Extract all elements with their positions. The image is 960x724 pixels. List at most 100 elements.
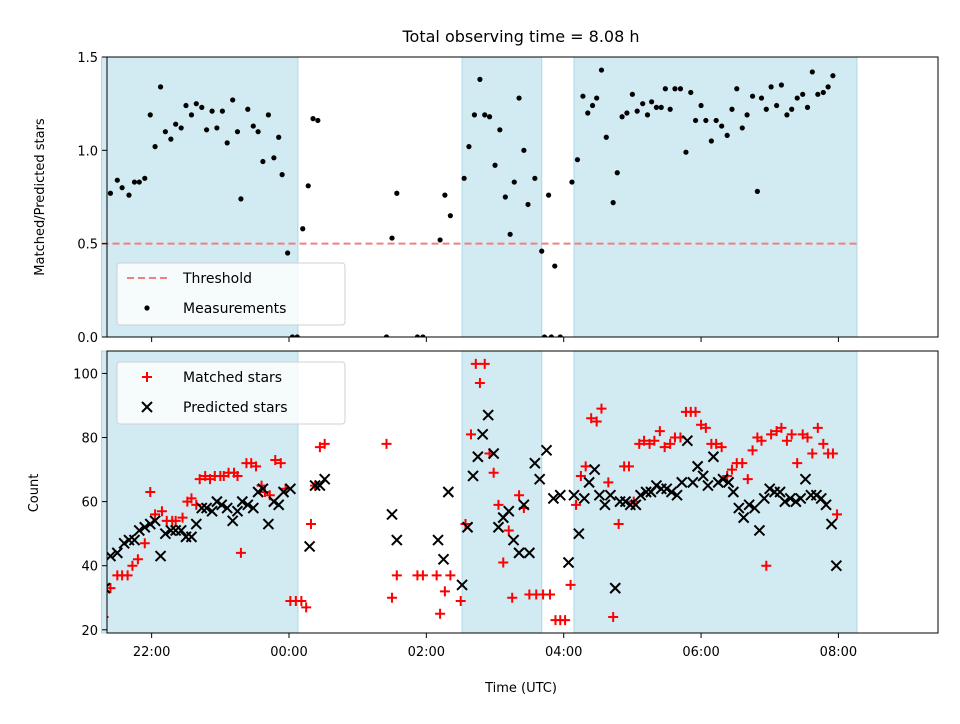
point-matched-stars-110 [742,474,753,485]
point-measurements-27 [238,196,244,202]
axes-frame-1 [106,350,939,634]
point-measurements-66 [539,248,545,254]
point-measurements-6 [131,179,138,185]
point-predicted-stars-106 [779,495,791,508]
point-predicted-stars-9 [149,515,161,527]
point-predicted-stars-35 [284,483,297,495]
point-matched-stars-127 [827,448,838,459]
point-measurements-95 [683,149,689,155]
point-measurements-8 [142,175,148,181]
point-matched-stars-6 [127,560,138,571]
point-measurements-122 [820,89,826,96]
point-matched-stars-48 [391,570,402,581]
point-predicted-stars-105 [774,486,786,498]
top-y-axis-label: Matched/Predicted stars [33,118,48,276]
point-measurements-116 [789,106,795,112]
point-predicted-stars-72 [604,489,617,501]
point-matched-stars-8 [139,538,150,549]
point-matched-stars-119 [786,429,797,440]
point-measurements-88 [649,99,655,105]
point-predicted-stars-38 [314,479,326,492]
point-predicted-stars-40 [386,508,398,521]
point-measurements-16 [183,102,189,109]
point-measurements-91 [662,86,668,92]
point-measurements-57 [492,162,498,168]
point-matched-stars-104 [711,438,722,449]
point-measurements-119 [804,104,811,110]
point-predicted-stars-33 [272,499,285,511]
point-matched-stars-63 [493,499,504,510]
point-measurements-121 [815,91,821,97]
point-measurements-90 [658,104,664,110]
point-matched-stars-5 [122,570,133,581]
point-measurements-45 [394,190,400,196]
point-measurements-52 [466,144,472,150]
point-measurements-115 [784,112,790,118]
legend-label-matched-stars: Matched stars [183,370,282,386]
point-matched-stars-124 [812,422,823,433]
point-matched-stars-36 [275,458,286,469]
point-measurements-65 [532,175,538,181]
point-measurements-18 [193,101,199,107]
point-matched-stars-31 [251,461,262,472]
point-matched-stars-94 [659,442,670,453]
point-predicted-stars-63 [554,489,566,501]
point-measurements-78 [598,67,605,73]
x-tick-label-2: 02:00 [408,645,445,660]
point-measurements-31 [260,158,266,165]
point-measurements-35 [279,172,285,178]
point-measurements-99 [703,117,709,124]
point-matched-stars-9 [145,487,156,497]
point-measurements-22 [214,125,220,131]
point-measurements-7 [136,179,142,185]
point-measurements-75 [585,110,591,116]
point-measurements-61 [511,179,517,185]
point-measurements-111 [763,106,769,112]
y-tick-label-1-0: 20 [81,624,98,639]
point-measurements-40 [305,183,311,189]
point-measurements-86 [640,101,646,107]
point-measurements-37 [289,334,296,337]
point-predicted-stars-14 [175,524,187,537]
top-panel: 0.0 0.5 1.0 1.5 Total observing time = 8.08… [33,27,939,346]
point-measurements-41 [310,116,316,122]
point-matched-stars-42 [305,519,316,530]
point-measurements-58 [497,127,503,133]
point-measurements-100 [708,138,714,144]
point-measurements-101 [713,117,719,124]
point-predicted-stars-91 [702,479,714,492]
legend-marker-predicted-stars [141,401,153,413]
point-predicted-stars-20 [206,505,218,517]
point-predicted-stars-95 [722,476,735,489]
point-measurements-117 [794,95,800,101]
point-predicted-stars-84 [665,486,678,498]
point-measurements-21 [209,108,215,114]
point-predicted-stars-58 [523,547,536,559]
bottom-axes: 20 40 60 80 100 22:00 00:00 02:00 04:00 06:00 08:0… [73,350,939,660]
point-predicted-stars-101 [753,524,766,537]
point-predicted-stars-89 [691,460,704,473]
point-predicted-stars-49 [476,428,489,441]
point-matched-stars-82 [596,403,607,414]
y-tick-label-1-3: 80 [81,432,98,447]
point-matched-stars-59 [474,378,485,389]
point-predicted-stars-19 [200,502,213,514]
point-predicted-stars-115 [825,518,838,530]
point-measurements-74 [580,93,586,99]
point-predicted-stars-17 [190,518,202,530]
legend-marker-measurements [144,305,150,311]
point-measurements-54 [477,76,483,82]
point-measurements-13 [168,136,174,142]
point-measurements-108 [749,93,756,99]
point-measurements-33 [271,155,277,161]
point-predicted-stars-26 [236,495,249,508]
point-predicted-stars-18 [196,502,208,514]
point-measurements-49 [442,192,448,198]
point-predicted-stars-66 [573,527,585,540]
point-matched-stars-7 [132,554,143,565]
point-predicted-stars-107 [784,492,797,505]
point-predicted-stars-64 [562,556,575,569]
point-matched-stars-62 [488,467,499,478]
point-measurements-109 [754,188,760,194]
point-predicted-stars-116 [830,559,843,572]
